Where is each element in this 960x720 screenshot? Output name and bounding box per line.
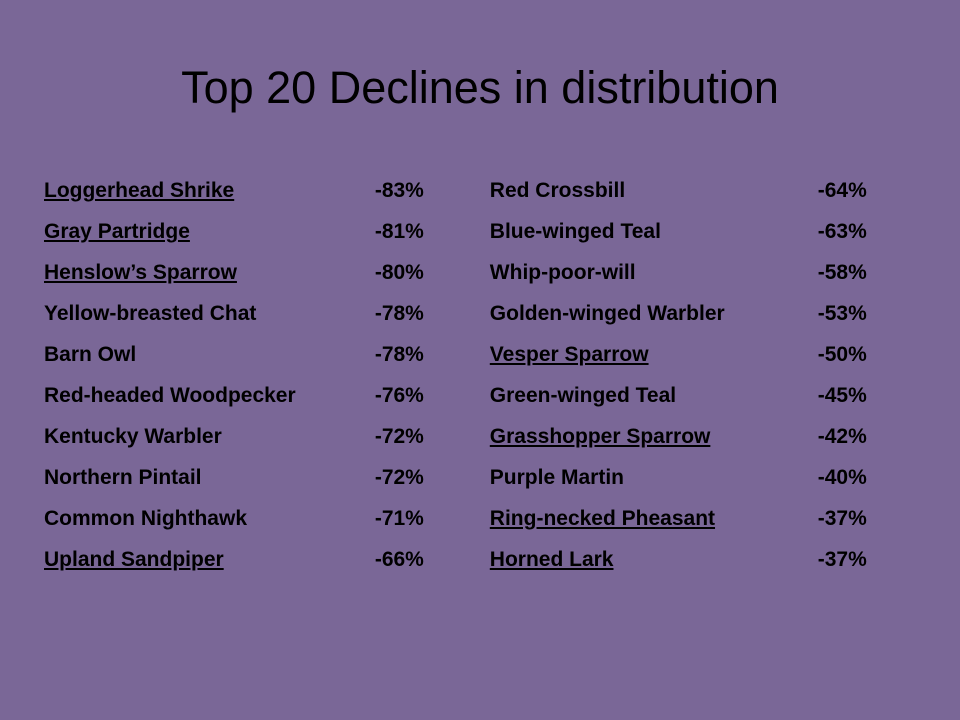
species-name-left[interactable]: Loggerhead Shrike xyxy=(44,179,235,202)
table-row: Upland Sandpiper -66% Horned Lark -37% xyxy=(36,539,916,580)
species-name-right: Purple Martin xyxy=(489,466,624,489)
species-name-right: Red Crossbill xyxy=(489,179,626,202)
declines-table-body: Loggerhead Shrike -83% Red Crossbill -64… xyxy=(36,170,916,580)
table-row: Red-headed Woodpecker -76% Green-winged … xyxy=(36,375,916,416)
decline-value-right: -37% xyxy=(817,548,867,571)
species-name-left: Kentucky Warbler xyxy=(44,425,222,448)
table-row: Common Nighthawk -71% Ring-necked Pheasa… xyxy=(36,498,916,539)
decline-value-right: -37% xyxy=(817,507,867,530)
decline-value-left: -80% xyxy=(374,261,424,284)
table-row: Barn Owl -78% Vesper Sparrow -50% xyxy=(36,334,916,375)
species-name-left: Red-headed Woodpecker xyxy=(44,384,296,407)
decline-value-left: -72% xyxy=(374,466,424,489)
decline-value-left: -76% xyxy=(374,384,424,407)
species-name-left: Northern Pintail xyxy=(44,466,202,489)
table-row: Yellow-breasted Chat -78% Golden-winged … xyxy=(36,293,916,334)
decline-value-right: -53% xyxy=(817,302,867,325)
decline-value-left: -71% xyxy=(374,507,424,530)
species-name-left[interactable]: Gray Partridge xyxy=(44,220,190,243)
decline-value-right: -58% xyxy=(817,261,867,284)
table-row: Kentucky Warbler -72% Grasshopper Sparro… xyxy=(36,416,916,457)
decline-value-left: -78% xyxy=(374,302,424,325)
decline-value-right: -42% xyxy=(817,425,867,448)
species-name-left: Common Nighthawk xyxy=(44,507,247,530)
species-name-right[interactable]: Horned Lark xyxy=(489,548,614,571)
species-name-left: Barn Owl xyxy=(44,343,137,366)
species-name-right[interactable]: Vesper Sparrow xyxy=(489,343,649,366)
species-name-right: Blue-winged Teal xyxy=(489,220,661,243)
table-row: Northern Pintail -72% Purple Martin -40% xyxy=(36,457,916,498)
decline-value-left: -81% xyxy=(374,220,424,243)
table-row: Gray Partridge -81% Blue-winged Teal -63… xyxy=(36,211,916,252)
decline-value-right: -50% xyxy=(817,343,867,366)
decline-value-right: -64% xyxy=(817,179,867,202)
species-name-left[interactable]: Henslow’s Sparrow xyxy=(44,261,237,284)
slide-title: Top 20 Declines in distribution xyxy=(181,62,779,113)
decline-value-left: -72% xyxy=(374,425,424,448)
decline-value-left: -78% xyxy=(374,343,424,366)
decline-value-left: -83% xyxy=(374,179,424,202)
species-name-left: Yellow-breasted Chat xyxy=(44,302,257,325)
species-name-left[interactable]: Upland Sandpiper xyxy=(44,548,224,571)
decline-value-left: -66% xyxy=(374,548,424,571)
table-row: Henslow’s Sparrow -80% Whip-poor-will -5… xyxy=(36,252,916,293)
species-name-right[interactable]: Grasshopper Sparrow xyxy=(489,425,711,448)
species-name-right: Golden-winged Warbler xyxy=(489,302,725,325)
decline-value-right: -45% xyxy=(817,384,867,407)
species-name-right: Green-winged Teal xyxy=(489,384,677,407)
table-row: Loggerhead Shrike -83% Red Crossbill -64… xyxy=(36,170,916,211)
decline-value-right: -63% xyxy=(817,220,867,243)
species-name-right: Whip-poor-will xyxy=(489,261,636,284)
declines-table: Loggerhead Shrike -83% Red Crossbill -64… xyxy=(36,170,916,580)
species-name-right[interactable]: Ring-necked Pheasant xyxy=(489,507,716,530)
decline-value-right: -40% xyxy=(817,466,867,489)
